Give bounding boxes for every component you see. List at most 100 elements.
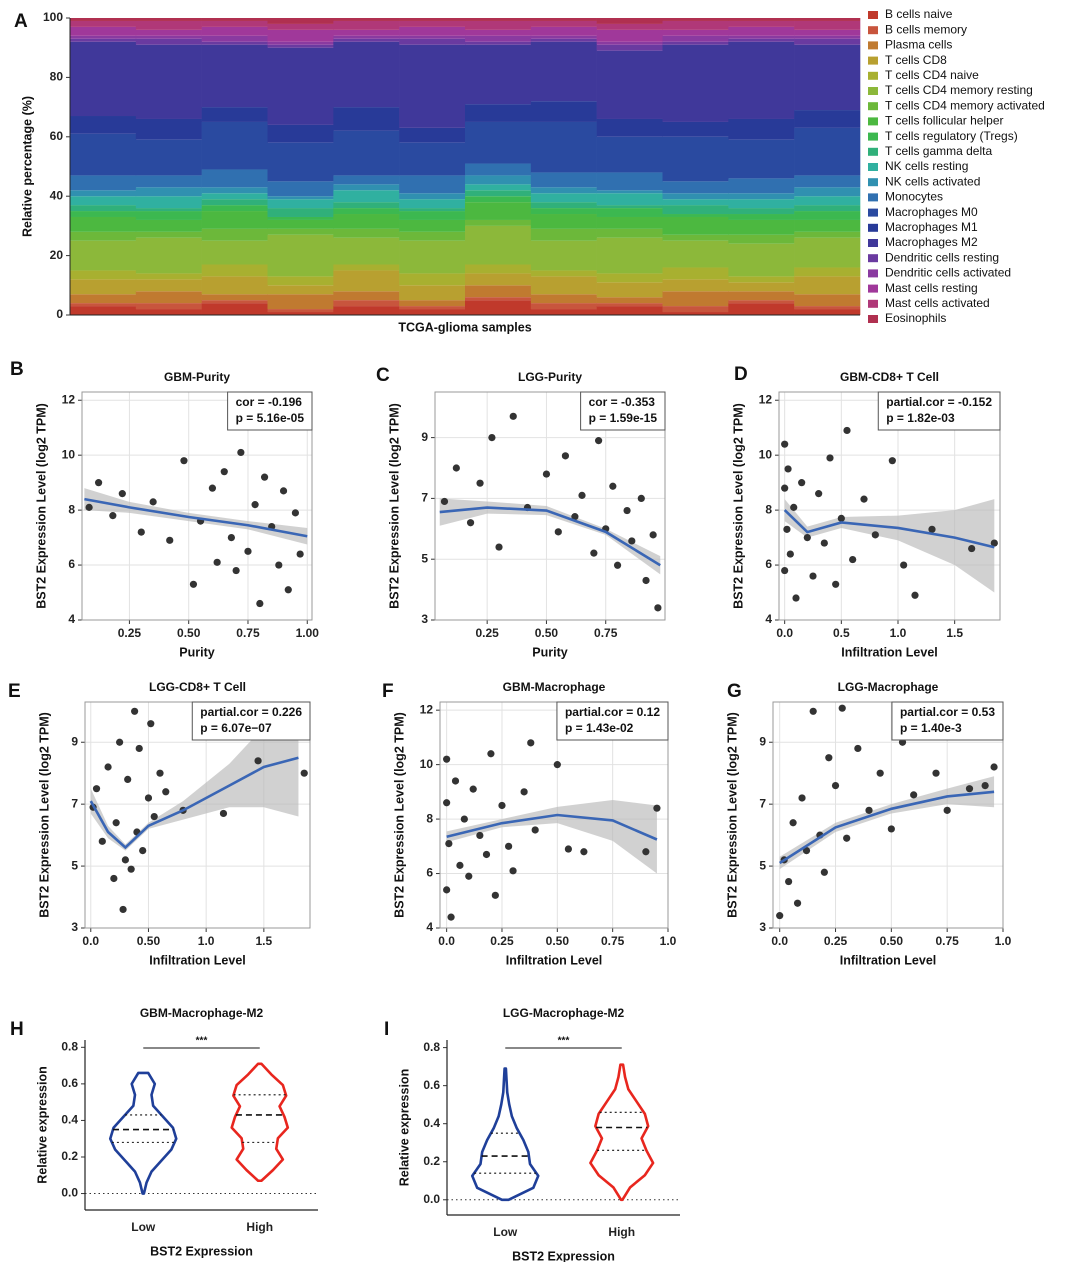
bar-segment — [399, 285, 466, 301]
bar-segment — [135, 187, 202, 197]
bar-segment — [267, 276, 334, 286]
annotation: cor = -0.196 — [236, 395, 303, 409]
bar-segment — [596, 208, 663, 217]
point — [476, 479, 484, 487]
point — [509, 867, 517, 875]
point — [275, 561, 283, 569]
y-tick-label: 4 — [426, 920, 433, 934]
bar-segment — [465, 196, 532, 203]
annotation-box — [556, 701, 669, 741]
bar-segment — [530, 101, 597, 122]
bar-segment — [465, 163, 532, 176]
bar-segment — [333, 175, 400, 185]
bar-segment — [596, 136, 663, 173]
point — [849, 555, 857, 564]
legend-swatch — [868, 193, 878, 202]
bar-segment — [465, 225, 532, 265]
annotation: p = 1.82e-03 — [886, 411, 955, 425]
point — [531, 826, 539, 834]
y-tick-label: 40 — [50, 188, 64, 202]
bar-segment — [201, 264, 268, 277]
point — [189, 580, 198, 588]
bar-segment — [794, 110, 861, 128]
bar-segment — [267, 228, 334, 235]
point — [85, 503, 93, 511]
point — [476, 831, 484, 840]
bar-segment — [662, 18, 729, 21]
bar-segment — [596, 306, 663, 315]
bar-segment — [596, 50, 663, 119]
point — [781, 440, 789, 448]
bar-segment — [399, 35, 466, 39]
point — [820, 539, 828, 547]
bar-segment — [794, 219, 861, 232]
point — [137, 528, 145, 536]
bar-segment — [794, 294, 861, 307]
bar-segment — [728, 118, 795, 140]
panel-label: A — [14, 11, 28, 32]
point — [911, 591, 919, 599]
y-tick-label: 6 — [765, 557, 772, 571]
bar-segment — [267, 196, 334, 200]
bar-segment — [662, 234, 729, 241]
fit-line — [446, 813, 658, 841]
fit-line — [783, 509, 995, 549]
point — [144, 794, 153, 802]
point — [887, 825, 895, 833]
bar-segment — [333, 35, 400, 39]
bar-segment — [530, 294, 597, 304]
bar-segment — [794, 276, 861, 295]
point — [843, 834, 851, 842]
bar-segment — [728, 26, 795, 36]
bar-segment — [201, 193, 268, 200]
point — [798, 479, 806, 487]
point — [553, 761, 561, 769]
point — [495, 543, 503, 551]
bar-segment — [596, 205, 663, 209]
y-tick-label: 4 — [68, 612, 75, 626]
confidence-band — [439, 498, 661, 575]
bar-segment — [267, 47, 334, 125]
x-tick-label: 0.50 — [177, 626, 201, 640]
bar-segment — [794, 29, 861, 36]
bar-segment — [465, 297, 532, 301]
bar-segment — [399, 211, 466, 220]
bar-segment — [333, 130, 400, 176]
x-tick-label: Low — [131, 1220, 156, 1234]
bar-segment — [662, 279, 729, 292]
bar-segment — [267, 285, 334, 295]
chart-title: LGG-Macrophage-M2 — [503, 1006, 625, 1020]
bar-segment — [267, 23, 334, 30]
bar-segment — [399, 142, 466, 176]
point — [109, 512, 117, 520]
y-tick-label: 0.6 — [61, 1076, 78, 1090]
bar-segment — [333, 18, 400, 21]
point — [815, 490, 823, 498]
bar-segment — [530, 228, 597, 241]
bar-segment — [596, 172, 663, 191]
point — [94, 479, 103, 487]
x-tick-label: 0.50 — [137, 934, 161, 948]
x-tick-label: 1.0 — [995, 934, 1012, 948]
y-tick-label: 0.4 — [423, 1116, 440, 1130]
bar-segment — [201, 18, 268, 21]
bar-segment — [465, 202, 532, 220]
bar-segment — [333, 20, 400, 30]
legend-label: NK cells activated — [885, 174, 980, 188]
bar-segment — [794, 211, 861, 220]
bar-segment — [596, 190, 663, 194]
bar-segment — [465, 121, 532, 164]
x-axis-label: TCGA-glioma samples — [398, 320, 531, 334]
bar-segment — [333, 184, 400, 191]
bar-segment — [135, 38, 202, 45]
bar-segment — [333, 306, 400, 315]
bar-segment — [399, 309, 466, 315]
annotation: p = 6.07e−07 — [200, 721, 272, 735]
point — [784, 465, 792, 473]
legend-label: T cells CD8 — [885, 53, 947, 67]
x-tick-label: 0.75 — [594, 626, 618, 640]
y-tick-label: 0.0 — [423, 1192, 440, 1206]
point — [131, 707, 139, 715]
bar-segment — [662, 312, 729, 315]
y-tick-label: 10 — [420, 757, 434, 771]
